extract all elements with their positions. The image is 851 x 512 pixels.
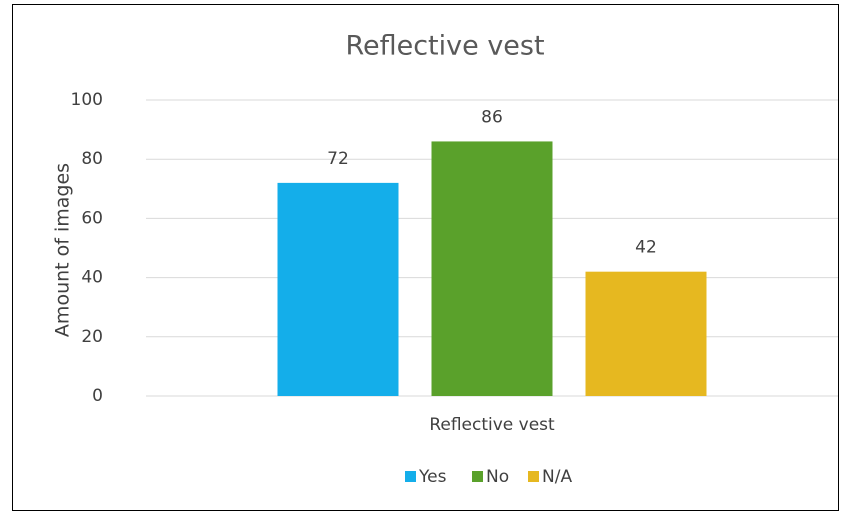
y-tick-label: 0 — [92, 386, 103, 406]
y-tick-label: 100 — [71, 90, 103, 110]
y-tick-label: 60 — [81, 208, 103, 228]
bar — [585, 271, 707, 396]
bar — [277, 182, 399, 396]
x-tick-label: Reflective vest — [429, 415, 555, 435]
legend-swatch — [405, 471, 416, 482]
data-label: 72 — [327, 149, 349, 169]
chart-title: Reflective vest — [345, 31, 544, 62]
data-label: 86 — [481, 107, 503, 127]
y-axis-label: Amount of images — [52, 163, 74, 337]
legend-label: Yes — [418, 467, 447, 487]
data-label: 42 — [635, 238, 657, 258]
legend-label: N/A — [542, 467, 572, 487]
legend-label: No — [486, 467, 509, 487]
y-tick-label: 80 — [81, 149, 103, 169]
chart-border — [12, 4, 839, 511]
y-tick-label: 40 — [81, 268, 103, 288]
y-tick-label: 20 — [81, 327, 103, 347]
legend-swatch — [528, 471, 539, 482]
legend-swatch — [472, 471, 483, 482]
bar — [431, 141, 553, 396]
